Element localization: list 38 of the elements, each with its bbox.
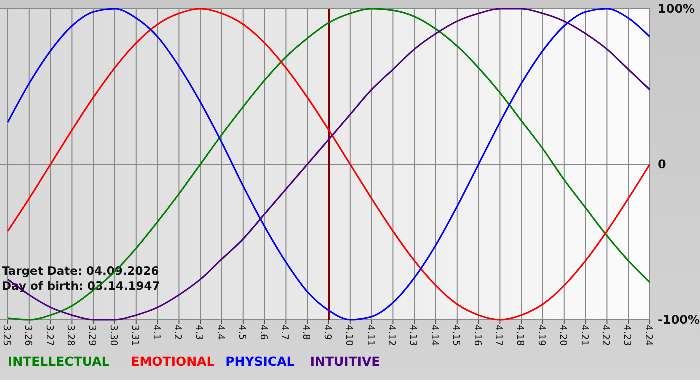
x-tick-label: 4.5: [236, 325, 248, 340]
x-tick-label: 4.14: [429, 325, 440, 346]
x-tick-label: 3.30: [108, 325, 119, 346]
text: EMOTIONAL: [131, 354, 215, 369]
x-tick-label: 4.17: [493, 325, 504, 346]
x-tick-label: 4.3: [194, 325, 205, 340]
text: PHYSICAL: [226, 354, 295, 369]
x-tick-label: 4.4: [215, 325, 226, 340]
x-tick-label: 4.1: [150, 325, 162, 340]
x-tick-label: 4.15: [450, 325, 462, 346]
y-tick-label: 100%: [658, 2, 696, 16]
x-tick-label: 4.2: [172, 325, 184, 340]
y-tick-label: 0: [658, 158, 666, 172]
x-tick-label: 4.9: [322, 325, 333, 340]
x-tick-label: 4.10: [343, 325, 354, 346]
x-tick-label: 4.21: [578, 325, 590, 346]
x-tick-label: 4.23: [622, 325, 633, 346]
x-tick-label: 4.18: [514, 325, 526, 346]
x-tick-label: 4.22: [600, 325, 612, 346]
x-tick-label: 4.7: [279, 325, 290, 340]
x-tick-label: 4.6: [258, 325, 269, 340]
x-tick-label: 4.12: [386, 325, 398, 346]
x-tick-label: 4.19: [536, 325, 547, 346]
x-tick-label: 4.16: [472, 325, 483, 346]
x-tick-label: 4.20: [557, 325, 568, 346]
x-tick-label: 3.29: [86, 325, 98, 346]
x-tick-label: 4.11: [364, 325, 376, 346]
text: INTUITIVE: [310, 354, 380, 369]
text: INTELLECTUAL: [8, 354, 110, 369]
x-tick-label: 3.28: [65, 325, 76, 346]
y-tick-label: -100%: [658, 313, 700, 328]
x-tick-label: 3.27: [44, 325, 55, 346]
x-tick-label: 3.25: [1, 325, 12, 346]
x-tick-label: 3.31: [129, 325, 140, 346]
x-tick-label: 3.26: [22, 325, 34, 346]
x-tick-label: 4.8: [300, 325, 312, 340]
x-tick-label: 4.13: [408, 325, 419, 346]
x-tick-label: 4.24: [643, 325, 654, 346]
